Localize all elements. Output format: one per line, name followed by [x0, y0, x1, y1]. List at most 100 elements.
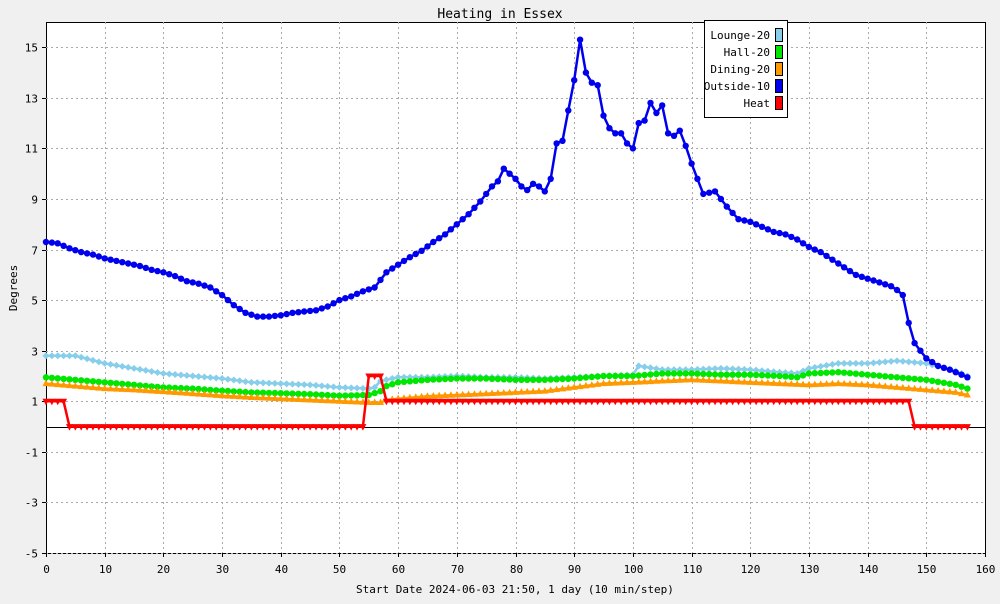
data-point	[922, 424, 930, 431]
data-point	[107, 360, 115, 368]
data-point	[887, 382, 895, 390]
data-point	[652, 365, 660, 373]
y-tick-label: -5	[25, 548, 38, 561]
data-point	[946, 366, 953, 373]
data-point	[312, 381, 320, 389]
data-point	[142, 264, 149, 272]
data-point	[717, 364, 725, 372]
data-point	[934, 386, 942, 394]
data-point	[65, 381, 73, 389]
data-point	[154, 368, 162, 376]
data-point	[553, 385, 561, 393]
data-point	[477, 375, 484, 382]
data-point	[200, 424, 208, 431]
data-point	[682, 142, 689, 150]
data-point	[288, 424, 296, 431]
data-point	[277, 312, 284, 319]
data-point	[377, 373, 385, 380]
data-point	[359, 288, 367, 295]
data-point	[523, 398, 531, 406]
legend-swatch	[775, 79, 783, 93]
data-point	[700, 370, 707, 378]
data-point	[289, 309, 296, 316]
data-point	[253, 379, 261, 387]
data-point	[705, 376, 713, 384]
data-point	[500, 376, 507, 383]
data-point	[946, 387, 954, 395]
data-point	[758, 378, 766, 386]
data-point	[125, 260, 132, 267]
data-point	[113, 380, 120, 387]
data-point	[406, 254, 414, 261]
data-point	[952, 369, 959, 376]
y-tick-label: -1	[25, 447, 38, 460]
data-point	[693, 376, 701, 383]
data-point	[48, 398, 56, 406]
data-point	[435, 398, 443, 406]
data-point	[547, 376, 554, 383]
data-point	[259, 389, 267, 396]
x-tick-label: 30	[216, 563, 229, 576]
data-point	[524, 186, 531, 194]
y-tick-label: 7	[31, 245, 38, 258]
data-point	[494, 375, 502, 383]
data-point	[183, 389, 191, 396]
data-point	[71, 352, 79, 360]
data-point	[605, 379, 613, 386]
data-point	[600, 372, 607, 380]
data-point	[840, 369, 848, 376]
data-point	[306, 396, 314, 403]
data-point	[811, 398, 819, 406]
data-point	[911, 384, 919, 392]
legend-label: Heat	[744, 97, 771, 110]
data-point	[512, 175, 519, 182]
data-point	[159, 369, 167, 377]
data-point	[612, 130, 619, 137]
data-point	[95, 384, 103, 391]
data-point	[195, 385, 202, 393]
data-point	[688, 160, 695, 167]
data-point	[177, 371, 185, 379]
data-point	[869, 398, 877, 406]
data-point	[805, 370, 813, 377]
data-point	[400, 257, 408, 265]
data-point	[341, 424, 349, 431]
data-point	[300, 381, 308, 389]
data-point	[723, 398, 731, 406]
data-point	[177, 388, 185, 396]
data-point	[929, 358, 936, 366]
data-point	[747, 371, 754, 378]
data-point	[835, 260, 842, 267]
data-point	[764, 226, 772, 233]
data-point	[101, 379, 108, 386]
data-point	[348, 293, 355, 300]
data-point	[664, 398, 672, 406]
data-point	[166, 271, 173, 278]
data-point	[852, 359, 860, 367]
data-point	[353, 398, 361, 405]
data-point	[353, 424, 361, 431]
data-point	[101, 255, 108, 262]
data-point	[459, 216, 466, 223]
data-point	[288, 395, 296, 402]
data-point	[207, 284, 214, 291]
data-point	[342, 295, 349, 302]
data-point	[54, 398, 62, 406]
data-point	[148, 266, 155, 273]
data-point	[881, 358, 889, 366]
data-point	[788, 233, 795, 241]
data-point	[394, 398, 402, 406]
data-point	[148, 383, 155, 390]
data-point	[118, 424, 126, 431]
data-point	[77, 353, 85, 361]
data-point	[717, 371, 725, 378]
data-point	[893, 398, 901, 406]
data-point	[729, 371, 736, 378]
data-point	[324, 391, 331, 399]
data-point	[558, 398, 566, 406]
data-point	[817, 362, 825, 370]
data-point	[817, 369, 824, 377]
data-point	[723, 365, 731, 373]
data-point	[277, 390, 284, 397]
data-point	[124, 385, 132, 393]
